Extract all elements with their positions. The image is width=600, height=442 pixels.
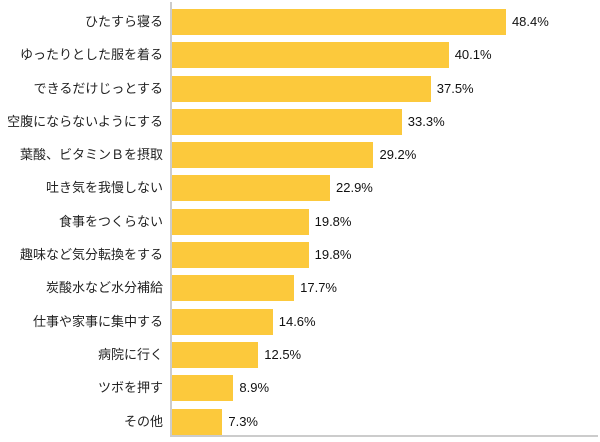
category-label: ツボを押す: [97, 380, 163, 396]
value-label: 19.8%: [314, 247, 352, 263]
value-label: 40.1%: [454, 47, 492, 63]
value-label: 12.5%: [264, 346, 302, 362]
category-label: 仕事や家事に集中する: [32, 313, 163, 329]
category-label: 吐き気を我慢しない: [45, 180, 163, 196]
bar: [172, 275, 295, 302]
bar-row: 病院に行く 12.5%: [0, 341, 600, 368]
bar-row: ひたすら寝る 48.4%: [0, 9, 600, 35]
value-label: 22.9%: [336, 180, 373, 196]
value-label: 33.3%: [407, 113, 445, 129]
bar: [172, 9, 506, 35]
value-label: 19.8%: [314, 213, 352, 229]
bar-row: 吐き気を我慢しない 22.9%: [0, 175, 600, 202]
category-label: ゆったりとした服を着る: [19, 47, 163, 63]
bar: [172, 108, 402, 135]
bar-row: 趣味など気分転換をする 19.8%: [0, 242, 600, 269]
value-label: 7.3%: [228, 413, 258, 429]
category-label: 空腹にならないようにする: [7, 113, 163, 129]
category-label: ひたすら寝る: [84, 14, 163, 29]
bar: [172, 341, 259, 368]
bar-row: 葉酸、ビタミンＢを摂取 29.2%: [0, 142, 600, 169]
value-label: 8.9%: [239, 380, 270, 396]
bar: [172, 175, 330, 202]
bar-row: ツボを押す 8.9%: [0, 375, 600, 402]
bar: [172, 75, 431, 102]
category-label: できるだけじっとする: [33, 80, 163, 96]
category-label: 食事をつくらない: [58, 213, 163, 229]
value-label: 48.4%: [511, 14, 549, 29]
x-axis-line: [170, 435, 598, 437]
y-axis-line: [170, 2, 172, 436]
category-label: 炭酸水など水分補給: [45, 280, 163, 296]
bar: [172, 408, 223, 435]
bar-rows: ひたすら寝る 48.4% ゆったりとした服を着る 40.1% できるだけじっとす…: [0, 9, 600, 442]
value-label: 14.6%: [278, 313, 316, 329]
bar-row: できるだけじっとする 37.5%: [0, 75, 600, 102]
bar-row: 食事をつくらない 19.8%: [0, 208, 600, 235]
category-label: その他: [123, 413, 163, 429]
category-label: 病院に行く: [97, 346, 163, 362]
bar-row: ゆったりとした服を着る 40.1%: [0, 42, 600, 69]
bar: [172, 242, 309, 269]
bar-row: 仕事や家事に集中する 14.6%: [0, 308, 600, 335]
bar: [172, 375, 234, 402]
bar: [172, 42, 449, 69]
bar-row: その他 7.3%: [0, 408, 600, 435]
bar-row: 炭酸水など水分補給 17.7%: [0, 275, 600, 302]
category-label: 趣味など気分転換をする: [19, 247, 163, 263]
bar: [172, 208, 309, 235]
bar: [172, 142, 374, 169]
value-label: 37.5%: [436, 80, 474, 96]
bar: [172, 308, 273, 335]
value-label: 29.2%: [379, 147, 417, 163]
category-label: 葉酸、ビタミンＢを摂取: [19, 147, 163, 163]
bar-row: 空腹にならないようにする 33.3%: [0, 108, 600, 135]
value-label: 17.7%: [300, 280, 337, 296]
